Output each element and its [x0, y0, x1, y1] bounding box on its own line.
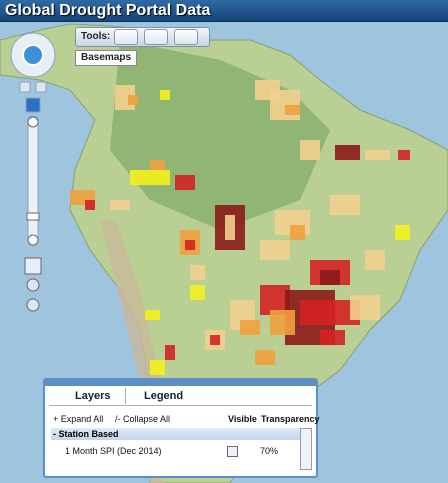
zoom-thumb[interactable]: [26, 212, 40, 221]
drought-cell: [255, 350, 275, 365]
layers-panel: Layers Legend + Expand All /- Collapse A…: [43, 378, 320, 478]
collapse-all[interactable]: /- Collapse All: [115, 414, 171, 424]
drought-cell: [395, 225, 410, 240]
drought-cell: [365, 150, 390, 160]
drought-cell: [175, 175, 195, 190]
draw-button[interactable]: [174, 29, 198, 45]
drought-cell: [210, 335, 220, 345]
scrollbar[interactable]: [300, 428, 312, 470]
drought-cell: [85, 200, 95, 210]
drought-cell: [260, 240, 290, 260]
drought-cell: [145, 310, 160, 320]
panel-header: [45, 380, 316, 386]
nav-control: [10, 32, 56, 312]
toolbar: Tools:: [75, 27, 210, 47]
zoom-out-tool[interactable]: [26, 298, 40, 312]
transparency-value[interactable]: 70%: [260, 446, 279, 456]
drought-cell: [320, 330, 345, 345]
tooltip: Basemaps: [75, 50, 137, 66]
zoom-slider[interactable]: [27, 115, 39, 245]
prev-extent[interactable]: [19, 81, 31, 93]
expand-all[interactable]: + Expand All: [53, 414, 104, 424]
transparency-header: Transparency: [261, 414, 320, 424]
identify-button[interactable]: [114, 29, 138, 45]
drought-cell: [285, 105, 300, 115]
drought-cell: [160, 90, 170, 100]
drought-cell: [330, 195, 360, 215]
title: Global Drought Portal Data: [5, 2, 211, 19]
drought-cell: [270, 310, 295, 335]
drought-cell: [150, 160, 165, 170]
title-bar: Global Drought Portal Data: [0, 0, 448, 22]
layer-name: 1 Month SPI (Dec 2014): [65, 446, 162, 456]
drought-cell: [130, 170, 170, 185]
drought-cell: [290, 225, 305, 240]
pan-tool[interactable]: [24, 257, 42, 275]
visible-header: Visible: [228, 414, 257, 424]
drought-cell: [128, 95, 138, 105]
drought-cell: [165, 345, 175, 360]
layer-group[interactable]: - Station Based: [51, 428, 304, 440]
drought-cell: [150, 360, 165, 375]
tab-divider: [49, 405, 312, 406]
layers-tab[interactable]: Layers: [75, 390, 111, 402]
drought-cell: [240, 320, 260, 335]
drought-cell: [335, 145, 360, 160]
next-extent[interactable]: [35, 81, 47, 93]
drought-cell: [110, 200, 130, 210]
full-extent[interactable]: [25, 97, 41, 113]
drought-cells: [70, 80, 410, 375]
drought-cell: [190, 265, 205, 280]
zoom-out[interactable]: [27, 234, 39, 246]
drought-cell: [185, 240, 195, 250]
drought-cell: [190, 285, 205, 300]
legend-tab[interactable]: Legend: [125, 388, 183, 404]
visible-checkbox[interactable]: [227, 446, 238, 457]
toolbar-label: Tools:: [81, 31, 111, 42]
drought-cell: [300, 140, 320, 160]
drought-cell: [365, 250, 385, 270]
drought-cell: [225, 215, 235, 240]
drought-cell: [320, 270, 340, 285]
zoom-in[interactable]: [27, 116, 39, 128]
drought-cell: [398, 150, 410, 160]
zoom-in-tool[interactable]: [26, 278, 40, 292]
globe-button[interactable]: [22, 44, 44, 66]
measure-button[interactable]: [144, 29, 168, 45]
drought-cell: [350, 295, 380, 320]
